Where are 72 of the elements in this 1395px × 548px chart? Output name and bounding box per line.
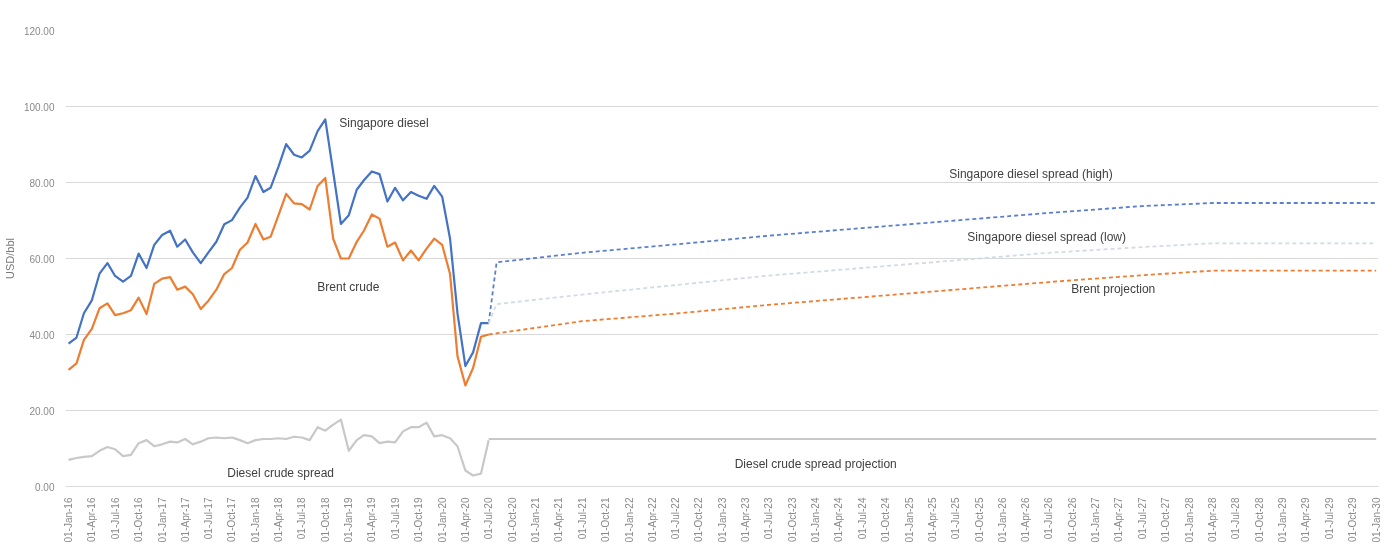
x-tick-label: 01-Oct-20 — [506, 497, 518, 542]
series-label: Singapore diesel — [339, 116, 429, 131]
x-tick-label: 01-Jan-25 — [903, 497, 915, 543]
x-tick-label: 01-Jul-20 — [483, 497, 495, 540]
x-tick-label: 01-Oct-22 — [693, 497, 705, 542]
x-tick-label: 01-Oct-18 — [319, 497, 331, 542]
x-tick-label: 01-Oct-25 — [973, 497, 985, 542]
x-tick-label: 01-Jul-17 — [202, 497, 214, 540]
x-tick-label: 01-Apr-29 — [1300, 497, 1312, 542]
x-tick-label: 01-Oct-26 — [1066, 497, 1078, 542]
x-tick-label: 01-Jan-16 — [63, 497, 75, 543]
x-tick-label: 01-Apr-21 — [553, 497, 565, 542]
x-tick-label: 01-Apr-26 — [1020, 497, 1032, 542]
series-label: Brent projection — [1071, 282, 1156, 297]
x-tick-label: 01-Apr-24 — [833, 497, 845, 542]
x-tick-label: 01-Jul-19 — [389, 497, 401, 540]
x-tick-label: 01-Jul-28 — [1230, 497, 1242, 540]
x-tick-label: 01-Jan-29 — [1277, 497, 1289, 543]
x-tick-label: 01-Apr-20 — [459, 497, 471, 542]
y-axis-title: USD/bbl — [3, 238, 16, 279]
series-label: Diesel crude spread projection — [734, 457, 897, 471]
x-tick-label: 01-Jul-29 — [1323, 497, 1335, 540]
x-tick-label: 01-Jan-20 — [436, 497, 448, 543]
x-tick-label: 01-Apr-17 — [179, 497, 191, 542]
x-tick-label: 01-Oct-28 — [1253, 497, 1265, 542]
x-tick-label: 01-Oct-27 — [1160, 497, 1172, 542]
x-tick-label: 01-Jan-17 — [156, 497, 168, 543]
x-tick-label: 01-Apr-23 — [739, 497, 751, 542]
x-tick-label: 01-Jul-27 — [1136, 497, 1148, 540]
y-tick-label: 100.00 — [23, 101, 55, 113]
x-tick-label: 01-Apr-27 — [1113, 497, 1125, 542]
x-tick-label: 01-Jan-23 — [716, 497, 728, 543]
y-tick-label: 0.00 — [35, 481, 55, 493]
x-tick-label: 01-Apr-28 — [1207, 497, 1219, 542]
x-tick-label: 01-Oct-19 — [413, 497, 425, 542]
x-tick-label: 01-Jul-23 — [763, 497, 775, 540]
x-tick-label: 01-Jul-22 — [669, 497, 681, 540]
x-tick-label: 01-Jan-19 — [343, 497, 355, 543]
x-tick-label: 01-Jul-21 — [576, 497, 588, 540]
x-tick-label: 01-Jan-22 — [623, 497, 635, 543]
x-tick-label: 01-Jul-25 — [950, 497, 962, 540]
x-tick-label: 01-Apr-18 — [272, 497, 284, 542]
x-tick-label: 01-Jan-24 — [810, 497, 822, 543]
x-tick-label: 01-Jul-18 — [296, 497, 308, 540]
x-tick-label: 01-Oct-17 — [226, 497, 238, 542]
x-tick-label: 01-Apr-19 — [366, 497, 378, 542]
x-tick-label: 01-Jan-30 — [1370, 497, 1382, 543]
x-tick-label: 01-Apr-22 — [646, 497, 658, 542]
y-tick-label: 60.00 — [29, 253, 55, 265]
y-tick-label: 20.00 — [29, 405, 55, 417]
series-label: Singapore diesel spread (low) — [967, 230, 1126, 245]
y-tick-label: 80.00 — [29, 177, 55, 189]
x-tick-label: 01-Jan-27 — [1090, 497, 1102, 543]
x-tick-label: 01-Oct-24 — [880, 497, 892, 542]
x-tick-label: 01-Apr-25 — [926, 497, 938, 542]
x-tick-label: 01-Jan-18 — [249, 497, 261, 543]
x-tick-label: 01-Jan-26 — [997, 497, 1009, 543]
x-tick-label: 01-Oct-29 — [1347, 497, 1359, 542]
y-tick-label: 120.00 — [23, 25, 55, 37]
x-tick-label: 01-Oct-23 — [786, 497, 798, 542]
x-tick-label: 01-Jan-28 — [1183, 497, 1195, 543]
text: Brent crude — [317, 279, 380, 294]
x-tick-label: 01-Jul-26 — [1043, 497, 1055, 540]
y-tick-label: 40.00 — [29, 329, 55, 341]
x-tick-label: 01-Oct-21 — [600, 497, 612, 542]
x-tick-label: 01-Apr-16 — [86, 497, 98, 542]
text: Singapore diesel spread (high) — [949, 167, 1113, 182]
x-tick-label: 01-Jul-16 — [109, 497, 121, 540]
x-tick-label: 01-Jul-24 — [856, 497, 868, 540]
series-label: Diesel crude spread — [227, 466, 335, 481]
x-tick-label: 01-Oct-16 — [133, 497, 145, 542]
x-tick-label: 01-Jan-21 — [530, 497, 542, 543]
